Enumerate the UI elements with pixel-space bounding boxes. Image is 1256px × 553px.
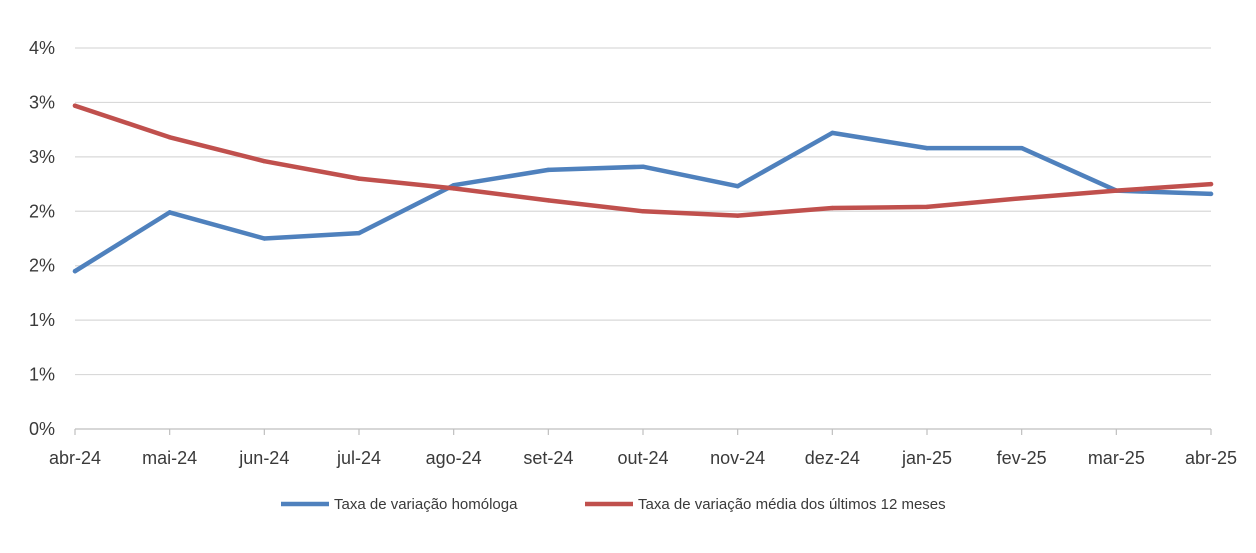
data-point — [356, 230, 362, 236]
x-tick-label: ago-24 — [426, 448, 482, 468]
x-tick-label: mai-24 — [142, 448, 197, 468]
data-point — [262, 236, 267, 241]
data-point — [735, 213, 740, 218]
legend-item: Taxa de variação homóloga — [281, 496, 518, 513]
x-tick-label: abr-25 — [1185, 448, 1237, 468]
x-tick-label: fev-25 — [997, 448, 1047, 468]
data-point — [262, 159, 267, 164]
y-tick-label: 3% — [29, 147, 55, 167]
data-point — [167, 210, 172, 215]
gridlines — [75, 47, 1211, 376]
legend-item: Taxa de variação média dos últimos 12 me… — [585, 496, 946, 513]
data-point — [1019, 196, 1024, 201]
data-point — [640, 164, 646, 169]
x-axis: abr-24 mai-24 jun-24 jul-24 ago-24 set-24 out-… — [49, 428, 1237, 468]
data-point — [640, 209, 646, 214]
series-line-2 — [72, 103, 1214, 218]
data-point — [72, 268, 78, 274]
legend-label: Taxa de variação média dos últimos 12 me… — [638, 496, 946, 513]
x-tick-label: nov-24 — [710, 448, 765, 468]
data-point — [1208, 191, 1214, 197]
series-line-1 — [72, 130, 1214, 274]
x-tick-label: jan-25 — [901, 448, 952, 468]
y-tick-label: 1% — [29, 365, 55, 385]
y-axis-tick-labels: 0% 1% 1% 2% 2% 3% 3% 4% — [29, 38, 55, 439]
x-tick-label: jun-24 — [238, 448, 289, 468]
data-point — [924, 145, 930, 151]
x-tick-label: mar-25 — [1088, 448, 1145, 468]
y-tick-label: 2% — [29, 201, 55, 221]
x-tick-label: dez-24 — [805, 448, 860, 468]
data-point — [924, 204, 930, 210]
data-point — [167, 135, 172, 140]
x-tick-label: jul-24 — [336, 448, 381, 468]
data-point — [830, 130, 835, 136]
y-tick-label: 1% — [29, 310, 55, 330]
data-point — [72, 103, 78, 108]
legend: Taxa de variação homóloga Taxa de variaçã… — [281, 496, 946, 513]
x-tick-label: out-24 — [617, 448, 668, 468]
data-point — [356, 176, 362, 181]
data-point — [735, 184, 740, 189]
data-point — [1208, 181, 1214, 187]
data-point — [451, 186, 456, 191]
data-point — [546, 167, 551, 173]
x-tick-label: abr-24 — [49, 448, 101, 468]
data-point — [546, 198, 551, 203]
y-tick-label: 2% — [29, 256, 55, 276]
data-point — [830, 205, 835, 211]
y-tick-label: 4% — [29, 38, 55, 58]
data-point — [1019, 145, 1024, 151]
y-tick-label: 0% — [29, 419, 55, 439]
x-tick-label: set-24 — [523, 448, 573, 468]
legend-label: Taxa de variação homóloga — [334, 496, 518, 513]
data-point — [1114, 188, 1119, 193]
series-lines — [72, 103, 1214, 274]
y-tick-label: 3% — [29, 92, 55, 112]
